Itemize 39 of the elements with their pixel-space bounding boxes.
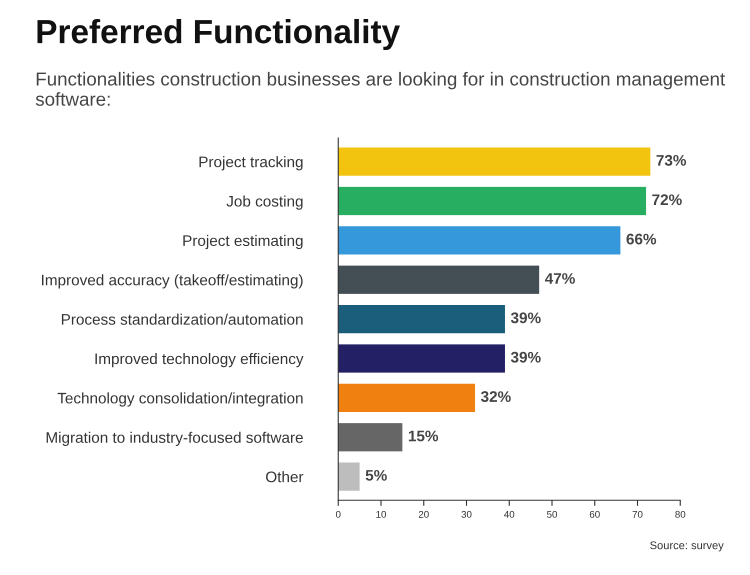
bar — [338, 304, 505, 334]
bar — [338, 186, 646, 216]
x-tick-label: 40 — [504, 510, 514, 518]
bar — [338, 147, 650, 176]
x-tick-label: 80 — [675, 510, 686, 518]
bar — [338, 462, 360, 491]
data-label: 5% — [366, 470, 387, 481]
x-tick-label: 60 — [590, 510, 600, 518]
x-tick-label: 30 — [461, 510, 472, 518]
data-label: 39% — [510, 352, 541, 363]
y-tick-label: Improved technology efficiency — [95, 352, 304, 368]
y-tick-label: Project tracking — [200, 156, 303, 170]
data-label: 39% — [510, 312, 541, 324]
x-tick-label: 10 — [376, 510, 386, 518]
bar — [338, 423, 402, 452]
bar — [338, 266, 540, 294]
x-tick-label: 70 — [632, 510, 643, 518]
chart-title: Preferred Functionality — [37, 18, 400, 50]
data-label: 72% — [652, 194, 682, 206]
data-label: 66% — [626, 234, 656, 244]
data-label: 15% — [408, 430, 438, 442]
data-label: 32% — [480, 391, 511, 402]
y-tick-label: Process standardization/automation — [62, 314, 303, 325]
bar — [338, 384, 476, 412]
y-tick-label: Other — [266, 471, 304, 482]
data-label: 73% — [656, 154, 686, 166]
y-tick-label: Job costing — [226, 195, 303, 210]
y-tick-label: Improved accuracy (takeoff/estimating) — [42, 274, 303, 288]
y-tick-label: Project estimating — [183, 234, 303, 250]
bar — [338, 344, 505, 373]
x-tick-label: 0 — [336, 510, 341, 518]
bar — [338, 226, 620, 255]
x-tick-label: 20 — [418, 510, 429, 518]
source-note: Source: survey — [650, 541, 724, 552]
y-tick-label: Migration to industry-focused software — [46, 432, 303, 446]
x-tick-label: 50 — [546, 510, 558, 518]
chart-subtitle: Functionalities construction businesses are looking for in construction management software: — [36, 72, 726, 106]
data-label: 47% — [544, 273, 575, 284]
y-tick-label: Technology consolidation/integration — [58, 392, 303, 407]
